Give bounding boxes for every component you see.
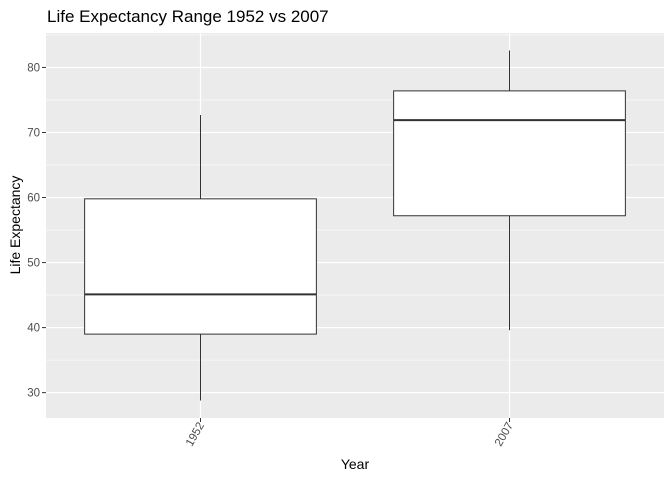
box-iqr: [393, 90, 626, 217]
y-tick-label: 80: [27, 62, 40, 74]
box-iqr: [84, 198, 317, 335]
box-1952: [84, 114, 317, 401]
x-tick-label: 1952: [184, 421, 207, 449]
x-axis-title: Year: [341, 456, 370, 472]
x-tick-label: 2007: [493, 421, 516, 449]
y-tick-label: 70: [27, 128, 40, 140]
box-2007: [393, 50, 626, 331]
chart-title: Life Expectancy Range 1952 vs 2007: [47, 7, 329, 26]
y-axis-ticks: 30 40 50 60 70 80: [27, 62, 46, 400]
y-axis-title: Life Expectancy: [7, 176, 23, 275]
box-series: [84, 50, 626, 401]
y-tick-label: 60: [27, 193, 40, 205]
y-tick-label: 30: [27, 388, 40, 400]
x-axis-ticks: 1952 2007: [184, 418, 516, 449]
y-tick-label: 40: [27, 323, 40, 335]
y-tick-label: 50: [27, 258, 40, 270]
